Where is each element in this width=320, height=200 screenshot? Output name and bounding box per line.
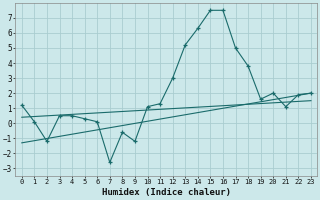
X-axis label: Humidex (Indice chaleur): Humidex (Indice chaleur) bbox=[102, 188, 231, 197]
